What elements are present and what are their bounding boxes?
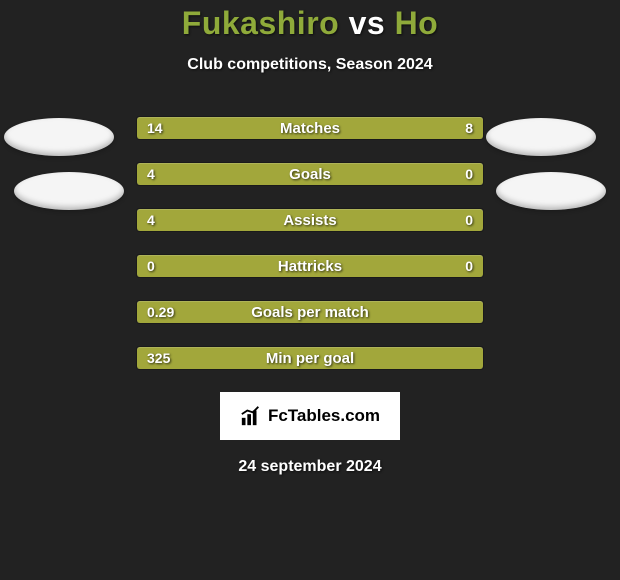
player2-emblem: [496, 172, 606, 210]
stat-value-left: 0.29: [147, 301, 174, 323]
stat-value-right: 0: [465, 255, 473, 277]
bar-right: [310, 255, 483, 277]
page-title: Fukashiro vs Ho: [182, 5, 438, 42]
player1-emblem: [4, 118, 114, 156]
player1-name: Fukashiro: [182, 5, 339, 41]
stat-value-left: 325: [147, 347, 170, 369]
chart-icon: [240, 405, 262, 427]
stat-row: Min per goal325: [0, 346, 620, 370]
vs-text: vs: [349, 5, 386, 41]
bar-right: [466, 301, 483, 323]
stat-row: Goals per match0.29: [0, 300, 620, 324]
bar-left: [137, 347, 466, 369]
bar-left: [137, 209, 397, 231]
player2-emblem: [486, 118, 596, 156]
comparison-container: Fukashiro vs Ho Club competitions, Seaso…: [0, 0, 620, 476]
bar-right: [345, 117, 483, 139]
stat-value-right: 0: [465, 163, 473, 185]
stat-value-left: 4: [147, 209, 155, 231]
bar-right: [466, 347, 483, 369]
bar-track: Matches148: [136, 116, 484, 140]
logo-box: FcTables.com: [220, 392, 400, 440]
bar-track: Goals per match0.29: [136, 300, 484, 324]
bar-left: [137, 163, 397, 185]
player2-name: Ho: [395, 5, 439, 41]
bar-track: Goals40: [136, 162, 484, 186]
bar-track: Hattricks00: [136, 254, 484, 278]
stat-value-left: 0: [147, 255, 155, 277]
bar-track: Min per goal325: [136, 346, 484, 370]
bar-track: Assists40: [136, 208, 484, 232]
date-text: 24 september 2024: [238, 458, 381, 476]
stat-value-right: 0: [465, 209, 473, 231]
bar-left: [137, 301, 466, 323]
stat-row: Hattricks00: [0, 254, 620, 278]
bar-left: [137, 255, 310, 277]
logo-text: FcTables.com: [268, 406, 380, 426]
stat-value-left: 14: [147, 117, 163, 139]
bar-left: [137, 117, 345, 139]
player1-emblem: [14, 172, 124, 210]
stat-value-right: 8: [465, 117, 473, 139]
stat-row: Assists40: [0, 208, 620, 232]
subtitle: Club competitions, Season 2024: [187, 56, 432, 74]
stat-value-left: 4: [147, 163, 155, 185]
